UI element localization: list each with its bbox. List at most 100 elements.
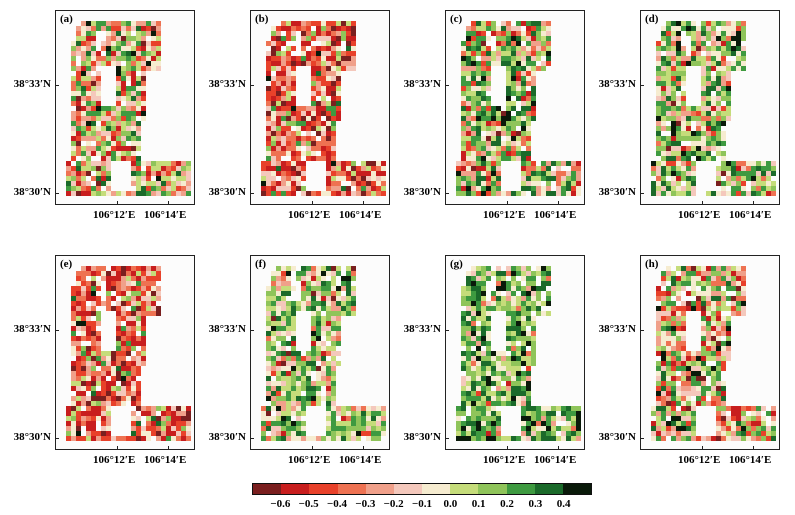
heatmap-cell — [726, 356, 731, 361]
heatmap-cell — [721, 61, 726, 66]
heatmap-cell — [666, 361, 671, 366]
heatmap-cell — [576, 411, 581, 416]
heatmap-cell — [536, 191, 541, 196]
heatmap-cell — [71, 131, 76, 136]
heatmap-cell — [526, 291, 531, 296]
heatmap-cell — [331, 286, 336, 291]
heatmap-cell — [131, 286, 136, 291]
heatmap-cell — [671, 91, 676, 96]
heatmap-cell — [711, 66, 716, 71]
heatmap-cell — [111, 296, 116, 301]
heatmap-cell — [91, 386, 96, 391]
heatmap-cell — [696, 136, 701, 141]
map-panel-h: (h) — [640, 255, 780, 450]
x-tick-mark — [558, 201, 559, 205]
heatmap-cell — [526, 171, 531, 176]
heatmap-cell — [521, 321, 526, 326]
heatmap-cell — [286, 26, 291, 31]
heatmap-cell — [476, 141, 481, 146]
heatmap-cell — [181, 181, 186, 186]
heatmap-cell — [521, 271, 526, 276]
heatmap-cell — [106, 366, 111, 371]
heatmap-cell — [136, 296, 141, 301]
map-panel-c: (c) — [445, 10, 585, 205]
heatmap-cell — [181, 176, 186, 181]
heatmap-cell — [86, 306, 91, 311]
heatmap-cell — [521, 326, 526, 331]
heatmap-cell — [186, 181, 191, 186]
heatmap-cell — [121, 386, 126, 391]
heatmap-cell — [271, 396, 276, 401]
heatmap-cell — [116, 81, 121, 86]
heatmap-cell — [461, 51, 466, 56]
heatmap-cell — [476, 176, 481, 181]
heatmap-cell — [691, 361, 696, 366]
heatmap-cell — [721, 361, 726, 366]
heatmap-cell — [521, 171, 526, 176]
heatmap-cell — [71, 46, 76, 51]
heatmap-cell — [76, 91, 81, 96]
heatmap-cell — [506, 121, 511, 126]
heatmap-cell — [716, 176, 721, 181]
heatmap-cell — [71, 421, 76, 426]
heatmap-cell — [291, 26, 296, 31]
heatmap-cell — [761, 166, 766, 171]
heatmap-cell — [491, 156, 496, 161]
heatmap-cell — [71, 351, 76, 356]
heatmap-cell — [271, 276, 276, 281]
heatmap-cell — [106, 136, 111, 141]
heatmap-cell — [531, 46, 536, 51]
heatmap-cell — [91, 96, 96, 101]
heatmap-cell — [116, 36, 121, 41]
heatmap-cell — [531, 21, 536, 26]
heatmap-cell — [286, 51, 291, 56]
heatmap-cell — [361, 431, 366, 436]
heatmap-cell — [326, 291, 331, 296]
x-tick-mark — [312, 201, 313, 205]
heatmap-cell — [71, 146, 76, 151]
heatmap-cell — [681, 191, 686, 196]
heatmap-cell — [526, 186, 531, 191]
heatmap-cell — [531, 91, 536, 96]
heatmap-cell — [491, 391, 496, 396]
heatmap-cell — [551, 411, 556, 416]
heatmap-cell — [716, 46, 721, 51]
heatmap-cell — [701, 136, 706, 141]
heatmap-cell — [281, 341, 286, 346]
heatmap-cell — [541, 426, 546, 431]
heatmap-cell — [76, 41, 81, 46]
heatmap-cell — [276, 326, 281, 331]
heatmap-cell — [291, 56, 296, 61]
heatmap-cell — [571, 176, 576, 181]
heatmap-cell — [131, 361, 136, 366]
x-tick-label: 106°14′E — [144, 209, 187, 221]
heatmap-cell — [146, 51, 151, 56]
heatmap-cell — [326, 126, 331, 131]
heatmap-cell — [461, 121, 466, 126]
heatmap-cell — [381, 411, 386, 416]
heatmap-cell — [721, 306, 726, 311]
heatmap-cell — [106, 406, 111, 411]
heatmap-cell — [296, 416, 301, 421]
heatmap-cell — [676, 286, 681, 291]
heatmap-cell — [326, 351, 331, 356]
heatmap-cell — [556, 436, 561, 441]
heatmap-cell — [101, 26, 106, 31]
heatmap-cell — [286, 86, 291, 91]
heatmap-cell — [131, 171, 136, 176]
heatmap-cell — [551, 431, 556, 436]
heatmap-cell — [496, 56, 501, 61]
heatmap-cell — [276, 431, 281, 436]
heatmap-cell — [466, 186, 471, 191]
heatmap-cell — [286, 351, 291, 356]
heatmap-cell — [331, 366, 336, 371]
heatmap-cell — [301, 21, 306, 26]
heatmap-cell — [771, 431, 776, 436]
heatmap-cell — [676, 71, 681, 76]
heatmap-cell — [111, 46, 116, 51]
heatmap-cell — [496, 361, 501, 366]
heatmap-cell — [351, 426, 356, 431]
heatmap-cell — [491, 271, 496, 276]
heatmap-cell — [86, 411, 91, 416]
heatmap-cell — [76, 31, 81, 36]
